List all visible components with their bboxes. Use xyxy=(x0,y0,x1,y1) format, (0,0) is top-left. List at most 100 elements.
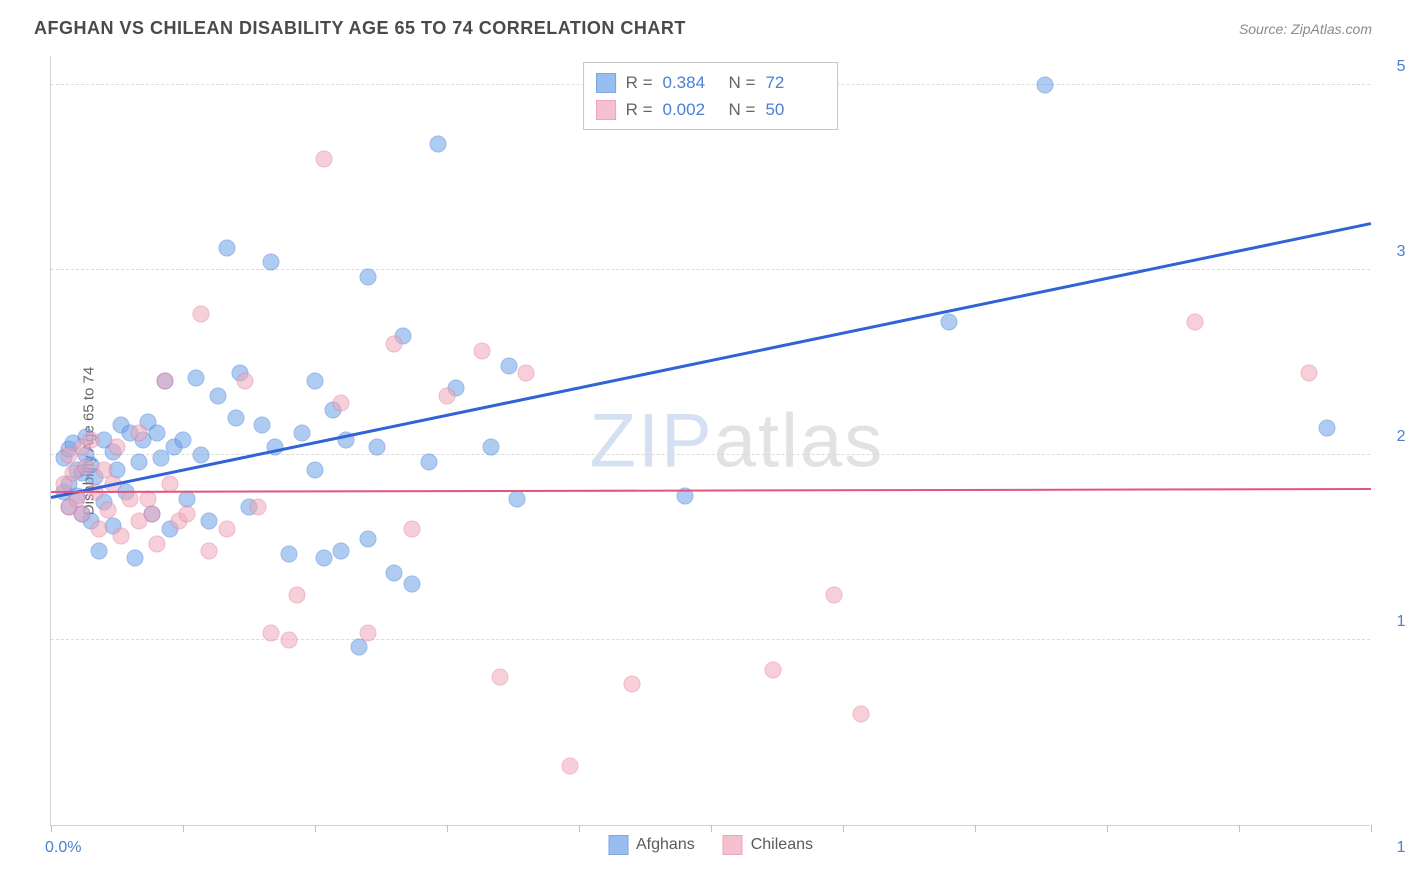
data-point xyxy=(249,498,266,515)
gridline xyxy=(51,639,1370,640)
series-legend: Afghans Chileans xyxy=(608,835,813,855)
data-point xyxy=(131,424,148,441)
data-point xyxy=(403,575,420,592)
data-point xyxy=(623,676,640,693)
data-point xyxy=(852,705,869,722)
x-tick xyxy=(843,825,844,832)
data-point xyxy=(315,150,332,167)
data-point xyxy=(175,432,192,449)
legend-label: Chileans xyxy=(751,836,813,854)
data-point xyxy=(518,365,535,382)
data-point xyxy=(192,446,209,463)
data-point xyxy=(179,506,196,523)
data-point xyxy=(307,461,324,478)
y-tick-label: 12.5% xyxy=(1382,613,1406,631)
data-point xyxy=(403,520,420,537)
x-tick xyxy=(1107,825,1108,832)
data-point xyxy=(359,624,376,641)
data-point xyxy=(236,372,253,389)
x-tick xyxy=(975,825,976,832)
data-point xyxy=(157,372,174,389)
data-point xyxy=(509,491,526,508)
stat-r-label: R = xyxy=(626,96,653,123)
gridline xyxy=(51,269,1370,270)
data-point xyxy=(263,254,280,271)
y-tick-label: 50.0% xyxy=(1382,58,1406,76)
data-point xyxy=(144,506,161,523)
x-tick xyxy=(315,825,316,832)
data-point xyxy=(368,439,385,456)
data-point xyxy=(78,458,95,475)
data-point xyxy=(73,506,90,523)
stats-row: R = 0.002 N = 50 xyxy=(596,96,822,123)
data-point xyxy=(439,387,456,404)
y-tick-label: 25.0% xyxy=(1382,428,1406,446)
data-point xyxy=(764,661,781,678)
data-point xyxy=(386,565,403,582)
data-point xyxy=(333,543,350,560)
data-point xyxy=(386,335,403,352)
data-point xyxy=(201,543,218,560)
data-point xyxy=(280,631,297,648)
data-point xyxy=(227,409,244,426)
y-tick-label: 37.5% xyxy=(1382,243,1406,261)
data-point xyxy=(430,135,447,152)
data-point xyxy=(359,269,376,286)
data-point xyxy=(148,535,165,552)
data-point xyxy=(109,439,126,456)
legend-item: Afghans xyxy=(608,835,695,855)
stat-r-value: 0.002 xyxy=(663,96,719,123)
data-point xyxy=(91,520,108,537)
data-point xyxy=(219,239,236,256)
data-point xyxy=(210,387,227,404)
scatter-plot: Disability Age 65 to 74 ZIPatlas 12.5%25… xyxy=(50,56,1370,826)
data-point xyxy=(351,639,368,656)
legend-swatch xyxy=(723,835,743,855)
legend-item: Chileans xyxy=(723,835,813,855)
legend-swatch xyxy=(608,835,628,855)
data-point xyxy=(82,432,99,449)
watermark: ZIPatlas xyxy=(589,397,884,484)
stat-n-label: N = xyxy=(729,96,756,123)
data-point xyxy=(263,624,280,641)
x-tick xyxy=(579,825,580,832)
x-tick xyxy=(1371,825,1372,832)
x-tick xyxy=(1239,825,1240,832)
trend-line xyxy=(51,223,1372,500)
data-point xyxy=(280,546,297,563)
data-point xyxy=(201,513,218,530)
stat-r-label: R = xyxy=(626,69,653,96)
data-point xyxy=(940,313,957,330)
data-point xyxy=(307,372,324,389)
legend-swatch xyxy=(596,100,616,120)
data-point xyxy=(126,550,143,567)
data-point xyxy=(131,454,148,471)
data-point xyxy=(113,528,130,545)
stat-n-value: 50 xyxy=(765,96,821,123)
data-point xyxy=(219,520,236,537)
data-point xyxy=(474,343,491,360)
stats-row: R = 0.384 N = 72 xyxy=(596,69,822,96)
stats-legend: R = 0.384 N = 72 R = 0.002 N = 50 xyxy=(583,62,839,130)
stat-n-label: N = xyxy=(729,69,756,96)
stat-n-value: 72 xyxy=(765,69,821,96)
data-point xyxy=(826,587,843,604)
data-point xyxy=(188,369,205,386)
source-attribution: Source: ZipAtlas.com xyxy=(1239,21,1372,37)
data-point xyxy=(1301,365,1318,382)
data-point xyxy=(359,531,376,548)
data-point xyxy=(500,357,517,374)
x-tick xyxy=(711,825,712,832)
stat-r-value: 0.384 xyxy=(663,69,719,96)
data-point xyxy=(254,417,271,434)
page-title: AFGHAN VS CHILEAN DISABILITY AGE 65 TO 7… xyxy=(34,18,686,39)
data-point xyxy=(289,587,306,604)
data-point xyxy=(1319,420,1336,437)
data-point xyxy=(100,501,117,518)
legend-label: Afghans xyxy=(636,836,695,854)
data-point xyxy=(148,424,165,441)
x-tick xyxy=(447,825,448,832)
data-point xyxy=(333,394,350,411)
legend-swatch xyxy=(596,73,616,93)
data-point xyxy=(192,306,209,323)
